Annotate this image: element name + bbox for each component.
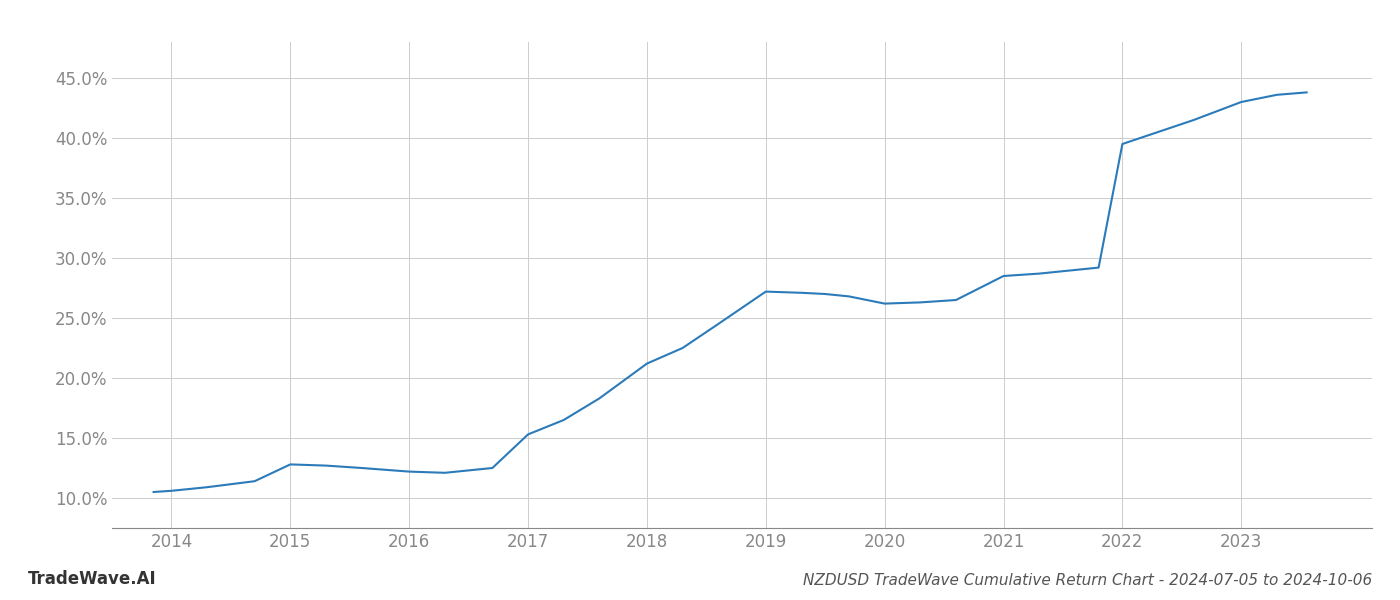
Text: NZDUSD TradeWave Cumulative Return Chart - 2024-07-05 to 2024-10-06: NZDUSD TradeWave Cumulative Return Chart… xyxy=(802,573,1372,588)
Text: TradeWave.AI: TradeWave.AI xyxy=(28,570,157,588)
